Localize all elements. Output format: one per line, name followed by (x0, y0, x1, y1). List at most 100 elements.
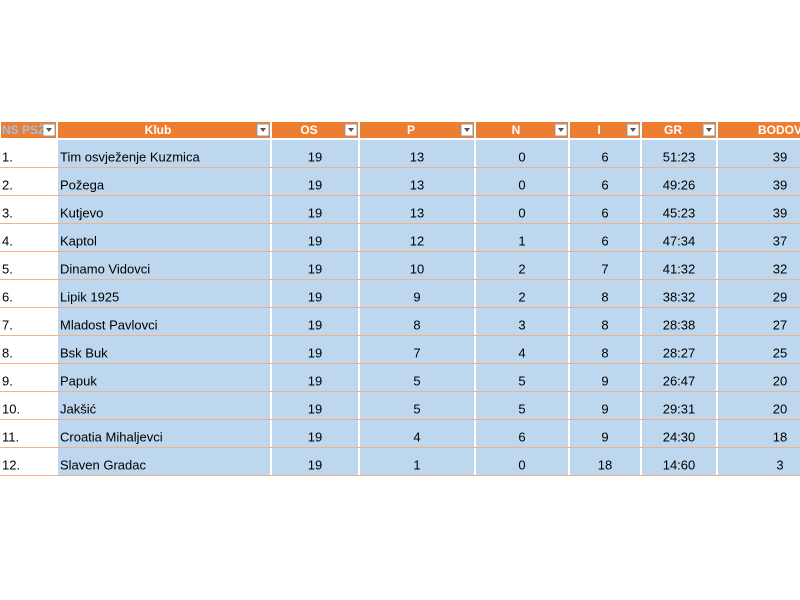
club-name: Slaven Gradac (60, 457, 146, 472)
cell-value: 3 (518, 317, 525, 332)
cell (272, 140, 358, 167)
cell-value: 39 (773, 149, 787, 164)
rank: 9. (2, 373, 13, 388)
header-label: BODOV (758, 123, 800, 137)
cell (570, 140, 640, 167)
cell (58, 224, 270, 251)
cell (476, 392, 568, 419)
cell (360, 168, 474, 195)
filter-arrow (46, 128, 52, 132)
cell-value: 5 (413, 373, 420, 388)
cell (58, 308, 270, 335)
cell-value: 12 (410, 233, 424, 248)
rank: 12. (2, 457, 20, 472)
club-name: Kaptol (60, 233, 97, 248)
cell (58, 392, 270, 419)
header-label: P (407, 123, 415, 137)
header-cell (58, 122, 270, 138)
cell-value: 41:32 (663, 261, 696, 276)
cell-value: 19 (308, 317, 322, 332)
cell (360, 392, 474, 419)
cell (272, 336, 358, 363)
cell (570, 336, 640, 363)
cell-value: 19 (308, 289, 322, 304)
cell-value: 24:30 (663, 429, 696, 444)
cell (642, 140, 716, 167)
cell-value: 19 (308, 233, 322, 248)
header-label: NS PSŽ (2, 122, 45, 137)
cell-value: 49:26 (663, 177, 696, 192)
cell-value: 13 (410, 205, 424, 220)
club-name: Bsk Buk (60, 345, 108, 360)
cell (718, 252, 800, 279)
cell-value: 37 (773, 233, 787, 248)
cell-value: 1 (518, 233, 525, 248)
cell-value: 19 (308, 205, 322, 220)
cell (272, 364, 358, 391)
cell (272, 420, 358, 447)
cell-value: 29 (773, 289, 787, 304)
cell (360, 308, 474, 335)
cell-value: 38:32 (663, 289, 696, 304)
cell-value: 6 (518, 429, 525, 444)
cell-value: 1 (413, 457, 420, 472)
cell (570, 392, 640, 419)
header-label: I (597, 123, 600, 137)
cell (1, 196, 56, 223)
filter-arrow (558, 128, 564, 132)
rank: 10. (2, 401, 20, 416)
cell (642, 252, 716, 279)
cell (642, 224, 716, 251)
cell (476, 196, 568, 223)
cell-value: 8 (601, 317, 608, 332)
cell (58, 280, 270, 307)
cell-value: 8 (601, 345, 608, 360)
cell-value: 39 (773, 205, 787, 220)
cell (360, 196, 474, 223)
club-name: Dinamo Vidovci (60, 261, 150, 276)
cell-value: 5 (413, 401, 420, 416)
cell-value: 45:23 (663, 205, 696, 220)
cell (58, 364, 270, 391)
cell-value: 13 (410, 177, 424, 192)
header-cell (718, 122, 800, 138)
cell-value: 6 (601, 177, 608, 192)
cell (570, 308, 640, 335)
cell-value: 6 (601, 205, 608, 220)
cell-value: 7 (601, 261, 608, 276)
cell (476, 252, 568, 279)
header-label: N (512, 123, 521, 137)
cell (476, 364, 568, 391)
cell (58, 448, 270, 475)
cell-value: 20 (773, 401, 787, 416)
cell (272, 280, 358, 307)
cell (570, 448, 640, 475)
header-cell (1, 122, 56, 138)
club-name: Papuk (60, 373, 97, 388)
club-name: Kutjevo (60, 205, 103, 220)
cell (570, 420, 640, 447)
cell-value: 19 (308, 177, 322, 192)
cell (58, 168, 270, 195)
cell-value: 19 (308, 261, 322, 276)
club-name: Mladost Pavlovci (60, 317, 158, 332)
rank: 5. (2, 261, 13, 276)
cell-value: 28:38 (663, 317, 696, 332)
cell (718, 336, 800, 363)
cell-value: 19 (308, 149, 322, 164)
cell (642, 420, 716, 447)
cell-value: 25 (773, 345, 787, 360)
header-cell (642, 122, 716, 138)
cell (360, 224, 474, 251)
cell (272, 392, 358, 419)
cell (476, 140, 568, 167)
cell (718, 392, 800, 419)
rank: 8. (2, 345, 13, 360)
cell-value: 3 (776, 457, 783, 472)
header-label: OS (300, 123, 317, 137)
cell (570, 224, 640, 251)
cell (718, 364, 800, 391)
cell-value: 13 (410, 149, 424, 164)
cell-value: 19 (308, 373, 322, 388)
